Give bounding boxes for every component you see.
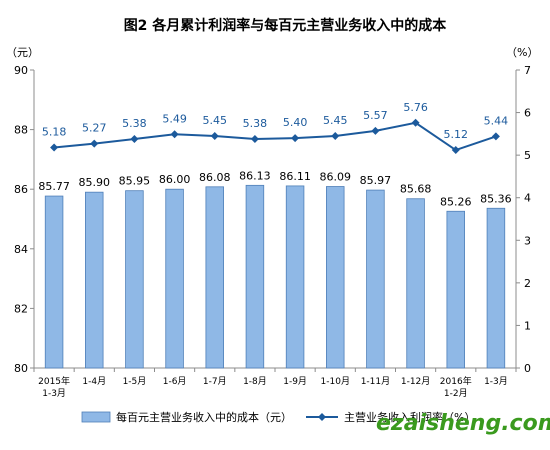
bar-data-label: 86.00	[159, 173, 191, 186]
right-axis-unit: （%）	[506, 46, 538, 59]
bar-data-label: 85.97	[360, 174, 392, 187]
line-point	[90, 139, 99, 148]
bar	[326, 186, 345, 369]
right-tick-label: 3	[524, 234, 531, 247]
line-data-label: 5.40	[283, 116, 308, 129]
right-tick-label: 5	[524, 149, 531, 162]
bar	[486, 207, 506, 369]
line-point	[451, 146, 460, 155]
line-data-label: 5.45	[323, 114, 348, 127]
line-data-label: 5.45	[203, 114, 228, 127]
line-data-label: 5.57	[363, 109, 388, 122]
legend-bar-swatch	[81, 411, 111, 423]
line-data-label: 5.76	[403, 101, 428, 114]
x-tick-label: 2015年	[38, 375, 70, 387]
bar	[245, 184, 265, 369]
x-tick-label: 1-5月	[123, 376, 147, 387]
bar-data-label: 86.13	[239, 169, 271, 182]
chart-title: 图2 各月累计利润率与每百元主营业务收入中的成本	[124, 17, 448, 34]
right-tick-label: 1	[524, 319, 531, 332]
left-tick-label: 80	[14, 362, 28, 375]
left-tick-label: 84	[14, 243, 28, 256]
bar	[85, 191, 104, 369]
right-tick-label: 4	[524, 192, 531, 205]
x-tick-label: 2016年	[440, 375, 472, 387]
line-data-label: 5.38	[243, 117, 268, 130]
bar-data-label: 85.36	[480, 192, 512, 205]
bar	[125, 190, 144, 369]
line-data-label: 5.38	[122, 117, 147, 130]
line-point	[411, 118, 420, 127]
x-tick-label: 1-3月	[42, 388, 66, 399]
x-tick-label: 1-9月	[283, 376, 307, 387]
line-point	[371, 126, 380, 135]
right-tick-label: 7	[524, 64, 531, 77]
x-tick-label: 1-6月	[163, 376, 187, 387]
left-tick-label: 86	[14, 183, 28, 196]
bar-data-label: 85.95	[119, 175, 151, 188]
x-tick-label: 1-12月	[401, 376, 430, 387]
left-tick-label: 82	[14, 302, 28, 315]
bar	[205, 186, 224, 369]
x-tick-label: 1-10月	[321, 376, 350, 387]
right-tick-label: 2	[524, 277, 531, 290]
line-data-label: 5.44	[484, 114, 509, 127]
bar	[366, 189, 385, 369]
bar	[406, 198, 425, 369]
bar	[44, 195, 64, 369]
line-point	[291, 134, 300, 143]
bar-data-label: 86.09	[320, 171, 352, 184]
legend-line-marker	[318, 413, 326, 421]
legend-line-label: 主营业务收入利润率（%）	[344, 410, 475, 424]
line-point	[250, 134, 259, 143]
legend-bar-label: 每百元主营业务收入中的成本（元）	[116, 410, 292, 424]
bar-data-label: 86.11	[279, 170, 311, 183]
line-point	[50, 143, 59, 152]
left-axis-unit: （元）	[6, 46, 39, 59]
line-data-label: 5.49	[162, 112, 187, 125]
bar-data-label: 85.77	[38, 180, 70, 193]
x-tick-label: 1-2月	[444, 388, 468, 399]
line-data-label: 5.18	[42, 125, 67, 138]
bar	[165, 188, 184, 369]
line-series-path	[53, 121, 497, 152]
line-point	[491, 132, 500, 141]
x-tick-label: 1-8月	[243, 376, 267, 387]
x-tick-label: 1-3月	[484, 376, 508, 387]
bar	[285, 185, 305, 369]
bar-data-label: 86.08	[199, 171, 231, 184]
line-point	[170, 130, 179, 139]
x-tick-label: 1-11月	[361, 376, 390, 387]
line-data-label: 5.27	[82, 122, 107, 135]
legend: 每百元主营业务收入中的成本（元） 主营业务收入利润率（%）	[81, 410, 475, 424]
bar-data-label: 85.26	[440, 195, 472, 208]
bar	[446, 210, 465, 369]
left-tick-label: 88	[14, 124, 28, 137]
line-data-label: 5.12	[444, 128, 469, 141]
line-point	[210, 131, 219, 140]
x-tick-label: 1-7月	[203, 376, 227, 387]
x-tick-label: 1-4月	[82, 376, 106, 387]
right-tick-label: 0	[524, 362, 531, 375]
bar-data-label: 85.68	[400, 183, 432, 196]
bar-data-label: 85.90	[79, 176, 111, 189]
line-point	[130, 134, 139, 143]
left-tick-label: 90	[14, 64, 28, 77]
right-tick-label: 6	[524, 107, 531, 120]
line-point	[331, 131, 340, 140]
watermark: ezaisheng.com	[376, 411, 550, 436]
